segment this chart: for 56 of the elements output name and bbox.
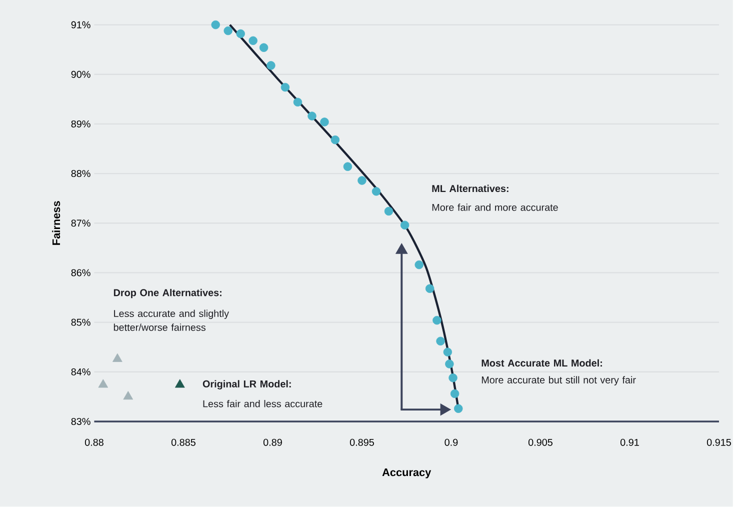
- point: [123, 391, 134, 400]
- point: [358, 176, 366, 185]
- point: [448, 374, 458, 382]
- annotation: More accurate but still not very fair: [482, 376, 636, 386]
- point: [384, 206, 394, 216]
- point: [293, 98, 302, 107]
- point: [414, 260, 424, 270]
- x-tick-label: 0.885: [171, 438, 196, 446]
- point: [450, 389, 460, 398]
- point: [454, 404, 463, 414]
- point: [320, 118, 329, 126]
- point: [425, 284, 434, 294]
- point: [266, 61, 276, 70]
- x-tick-label: 0.915: [706, 438, 731, 446]
- point: [308, 112, 316, 121]
- y-tick-label: 85%: [71, 318, 90, 326]
- point: [224, 26, 232, 36]
- point: [436, 336, 445, 346]
- x-tick-label: 0.9: [444, 438, 458, 446]
- point: [98, 379, 108, 388]
- point: [259, 43, 268, 52]
- point: [343, 162, 352, 172]
- x-tick-label: 0.88: [84, 438, 104, 446]
- x-tick-label: 0.91: [620, 438, 639, 446]
- point: [443, 348, 452, 357]
- annotation: Less accurate and slightly better/worse fairness: [114, 310, 229, 332]
- point: [174, 379, 185, 388]
- annotation: ML Alternatives:: [432, 184, 508, 192]
- x-tick-label: 0.895: [350, 438, 374, 446]
- point: [236, 29, 245, 38]
- y-axis-title: Fairness: [52, 201, 60, 245]
- point: [280, 83, 290, 92]
- y-tick-label: 91%: [71, 21, 90, 28]
- annotation: Drop One Alternatives:: [114, 289, 222, 298]
- y-tick-label: 86%: [71, 269, 90, 276]
- y-tick-label: 83%: [71, 418, 90, 426]
- x-tick-label: 0.905: [528, 438, 552, 446]
- point: [248, 36, 258, 46]
- point: [400, 220, 410, 230]
- point: [372, 187, 381, 196]
- y-tick-label: 90%: [71, 70, 90, 78]
- y-tick-label: 88%: [71, 170, 90, 178]
- point: [330, 136, 340, 144]
- x-tick-label: 0.89: [263, 438, 282, 446]
- annotation: Original LR Model:: [202, 380, 291, 390]
- annotation: More fair and more accurate: [432, 204, 558, 212]
- x-axis-title: Accuracy: [382, 468, 432, 478]
- y-tick-label: 84%: [71, 368, 90, 376]
- point: [112, 353, 122, 362]
- y-tick-label: 89%: [71, 120, 90, 128]
- y-tick-label: 87%: [71, 220, 90, 227]
- point: [432, 316, 442, 325]
- point: [211, 20, 220, 30]
- annotation: Less fair and less accurate: [203, 400, 322, 408]
- annotation: Most Accurate ML Model:: [482, 359, 602, 367]
- point: [445, 360, 454, 368]
